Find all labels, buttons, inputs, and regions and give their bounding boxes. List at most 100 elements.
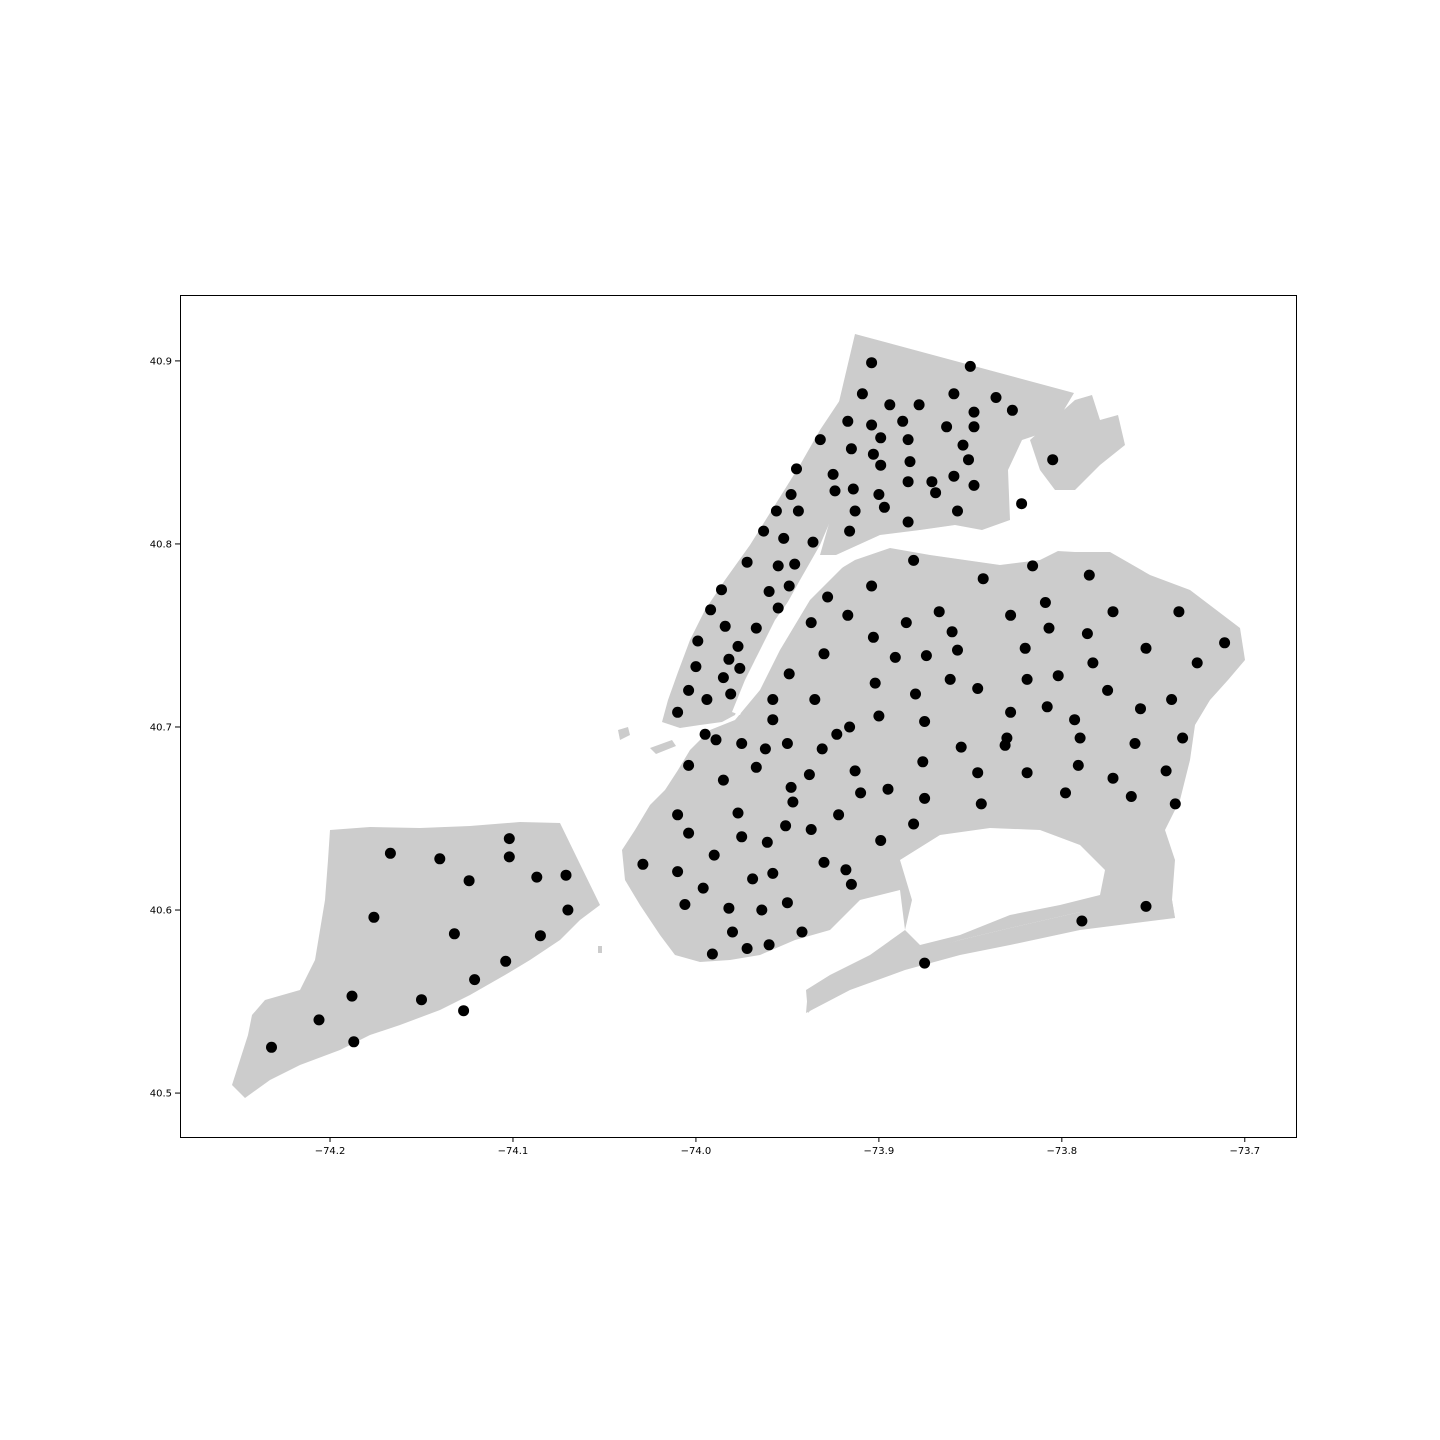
data-point bbox=[705, 604, 717, 616]
data-point bbox=[803, 769, 815, 781]
data-point bbox=[503, 833, 515, 845]
data-point bbox=[736, 738, 748, 749]
data-point bbox=[842, 415, 854, 427]
data-point bbox=[919, 716, 931, 727]
data-point bbox=[787, 796, 799, 808]
data-point bbox=[902, 434, 914, 446]
data-point bbox=[908, 554, 920, 566]
data-point bbox=[1140, 900, 1152, 912]
data-point bbox=[469, 974, 481, 986]
data-point bbox=[534, 930, 546, 942]
data-point bbox=[458, 1005, 470, 1017]
data-point bbox=[1074, 732, 1086, 744]
y-tick-label: 40.9 bbox=[150, 356, 172, 367]
data-point bbox=[1135, 703, 1146, 715]
data-point bbox=[716, 584, 727, 596]
data-point bbox=[1107, 606, 1119, 618]
y-tick-label: 40.5 bbox=[150, 1089, 172, 1100]
data-point bbox=[957, 439, 969, 451]
data-point bbox=[384, 847, 396, 859]
data-point bbox=[348, 1036, 360, 1048]
data-point bbox=[1019, 642, 1031, 654]
data-point bbox=[725, 688, 737, 700]
data-point bbox=[910, 688, 921, 700]
axes: −74.2 −74.1 −74.0 −73.9 −73.8 −73.7 40.540.64… bbox=[150, 295, 1297, 1157]
x-tick-label: −74.0 bbox=[681, 1146, 712, 1157]
data-point bbox=[1039, 597, 1051, 608]
data-point bbox=[783, 580, 795, 592]
data-point bbox=[1107, 772, 1119, 784]
data-point bbox=[690, 661, 702, 673]
data-point bbox=[968, 406, 980, 418]
data-point bbox=[1087, 657, 1099, 669]
data-point bbox=[941, 421, 953, 433]
data-point bbox=[968, 421, 980, 433]
data-point bbox=[867, 631, 879, 643]
data-point bbox=[699, 728, 711, 740]
data-point bbox=[944, 673, 956, 685]
data-point bbox=[723, 653, 735, 665]
data-point bbox=[840, 864, 852, 876]
data-point bbox=[1047, 454, 1059, 466]
data-point bbox=[849, 505, 861, 517]
data-point bbox=[346, 990, 358, 1002]
data-point bbox=[781, 738, 793, 749]
y-tick-label: 40.7 bbox=[150, 722, 172, 733]
data-point bbox=[856, 388, 868, 400]
data-point bbox=[1060, 787, 1071, 799]
data-point bbox=[866, 580, 878, 592]
x-tick-label: −73.9 bbox=[864, 1146, 895, 1157]
data-point bbox=[756, 904, 768, 916]
data-point bbox=[763, 939, 775, 951]
data-point bbox=[313, 1014, 325, 1026]
data-point bbox=[844, 721, 856, 733]
data-point bbox=[889, 651, 901, 663]
data-point bbox=[1041, 701, 1053, 713]
data-point bbox=[873, 710, 885, 722]
data-point bbox=[809, 694, 821, 705]
data-point bbox=[789, 558, 801, 570]
small-island bbox=[618, 727, 630, 740]
rockaway-peninsula bbox=[806, 900, 1175, 1013]
data-point bbox=[732, 807, 744, 819]
data-point bbox=[948, 388, 960, 400]
data-point bbox=[869, 677, 881, 689]
data-point bbox=[710, 734, 722, 746]
data-point bbox=[1027, 560, 1039, 572]
data-point bbox=[1081, 628, 1093, 640]
data-point bbox=[805, 824, 817, 835]
data-point bbox=[683, 827, 695, 839]
data-point bbox=[875, 432, 887, 444]
data-point bbox=[770, 505, 782, 517]
data-point bbox=[955, 741, 967, 753]
data-point bbox=[829, 485, 841, 497]
data-point bbox=[900, 617, 912, 629]
data-point bbox=[867, 448, 879, 460]
data-point bbox=[741, 556, 753, 568]
data-point bbox=[930, 487, 942, 499]
data-point bbox=[884, 399, 896, 411]
data-point bbox=[434, 853, 446, 865]
data-point bbox=[920, 650, 932, 662]
data-point bbox=[719, 620, 731, 632]
data-point bbox=[1160, 765, 1172, 777]
data-point bbox=[1173, 606, 1185, 618]
data-point bbox=[772, 560, 784, 572]
data-point bbox=[781, 897, 793, 909]
data-point bbox=[1043, 622, 1055, 634]
data-point bbox=[785, 781, 797, 793]
data-point bbox=[741, 943, 753, 954]
data-point bbox=[679, 899, 691, 910]
water-areas bbox=[732, 530, 1105, 945]
data-point bbox=[1016, 498, 1028, 510]
x-axis-ticks: −74.2 −74.1 −74.0 −73.9 −73.8 −73.7 bbox=[315, 1137, 1260, 1157]
data-point bbox=[1052, 670, 1064, 682]
data-point bbox=[818, 856, 830, 868]
bronx-landmass bbox=[820, 334, 1074, 555]
data-point bbox=[933, 606, 945, 618]
data-point bbox=[717, 774, 729, 786]
data-point bbox=[917, 756, 929, 768]
east-river bbox=[732, 530, 1060, 715]
data-point bbox=[1006, 404, 1018, 416]
data-point bbox=[897, 415, 909, 427]
